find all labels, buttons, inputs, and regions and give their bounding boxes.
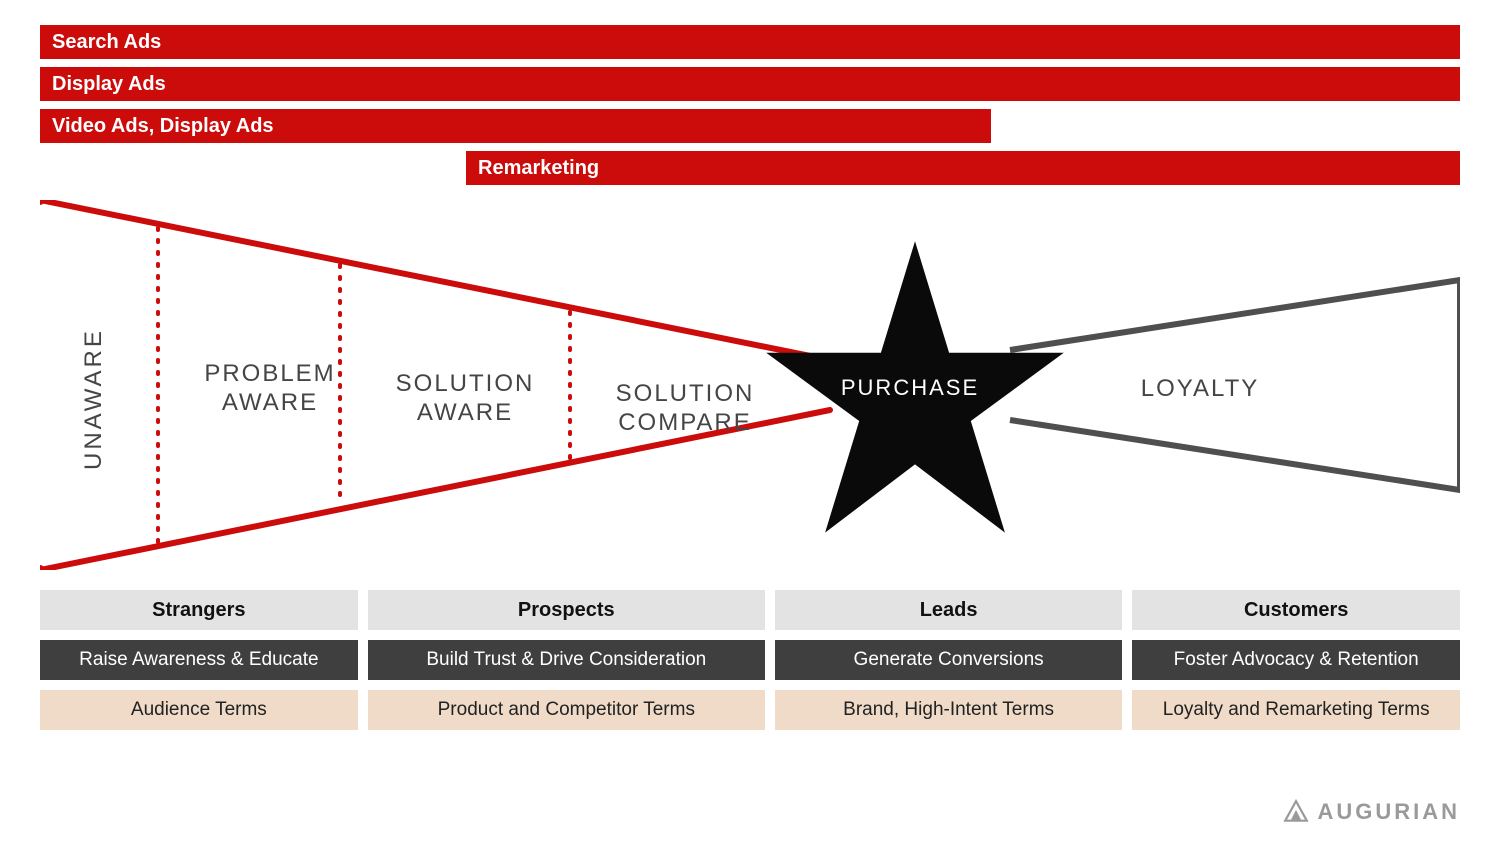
stage-solution-aware: SOLUTION AWARE: [370, 370, 560, 428]
funnel-start-dot: [40, 565, 45, 570]
ad-bar-label: Display Ads: [52, 73, 166, 95]
table-row: Raise Awareness & Educate Build Trust & …: [40, 640, 1460, 680]
stage-problem-aware: PROBLEM AWARE: [185, 360, 355, 418]
ad-bar-search: Search Ads: [40, 25, 1460, 59]
table-cell: Brand, High-Intent Terms: [775, 690, 1123, 730]
table-cell: Product and Competitor Terms: [368, 690, 765, 730]
table-row: Strangers Prospects Leads Customers: [40, 590, 1460, 630]
stage-purchase: PURCHASE: [760, 375, 1060, 401]
table-cell: Foster Advocacy & Retention: [1132, 640, 1460, 680]
ad-bar-label: Video Ads, Display Ads: [52, 115, 274, 137]
table-cell: Customers: [1132, 590, 1460, 630]
logo-icon: [1283, 799, 1309, 825]
stage-unaware: UNAWARE: [80, 315, 108, 470]
table-cell: Audience Terms: [40, 690, 358, 730]
table-cell: Generate Conversions: [775, 640, 1123, 680]
table-cell: Build Trust & Drive Consideration: [368, 640, 765, 680]
funnel-start-dot: [40, 200, 45, 205]
ad-bar-remarketing: Remarketing: [466, 151, 1460, 185]
brand-logo: AUGURIAN: [1283, 799, 1460, 825]
table-cell: Leads: [775, 590, 1123, 630]
stage-solution-compare: SOLUTION COMPARE: [590, 380, 780, 438]
ad-bar-video: Video Ads, Display Ads: [40, 109, 991, 143]
funnel-table: Strangers Prospects Leads Customers Rais…: [40, 590, 1460, 740]
stage-loyalty: LOYALTY: [1100, 375, 1300, 404]
ad-bar-label: Search Ads: [52, 31, 161, 53]
ad-bar-label: Remarketing: [478, 157, 599, 179]
logo-text: AUGURIAN: [1317, 799, 1460, 825]
ad-bar-group: Search Ads Display Ads Video Ads, Displa…: [40, 25, 1460, 193]
purchase-star: PURCHASE: [760, 235, 1060, 535]
table-cell: Strangers: [40, 590, 358, 630]
table-cell: Raise Awareness & Educate: [40, 640, 358, 680]
table-cell: Prospects: [368, 590, 765, 630]
table-cell: Loyalty and Remarketing Terms: [1132, 690, 1460, 730]
table-row: Audience Terms Product and Competitor Te…: [40, 690, 1460, 730]
ad-bar-display: Display Ads: [40, 67, 1460, 101]
